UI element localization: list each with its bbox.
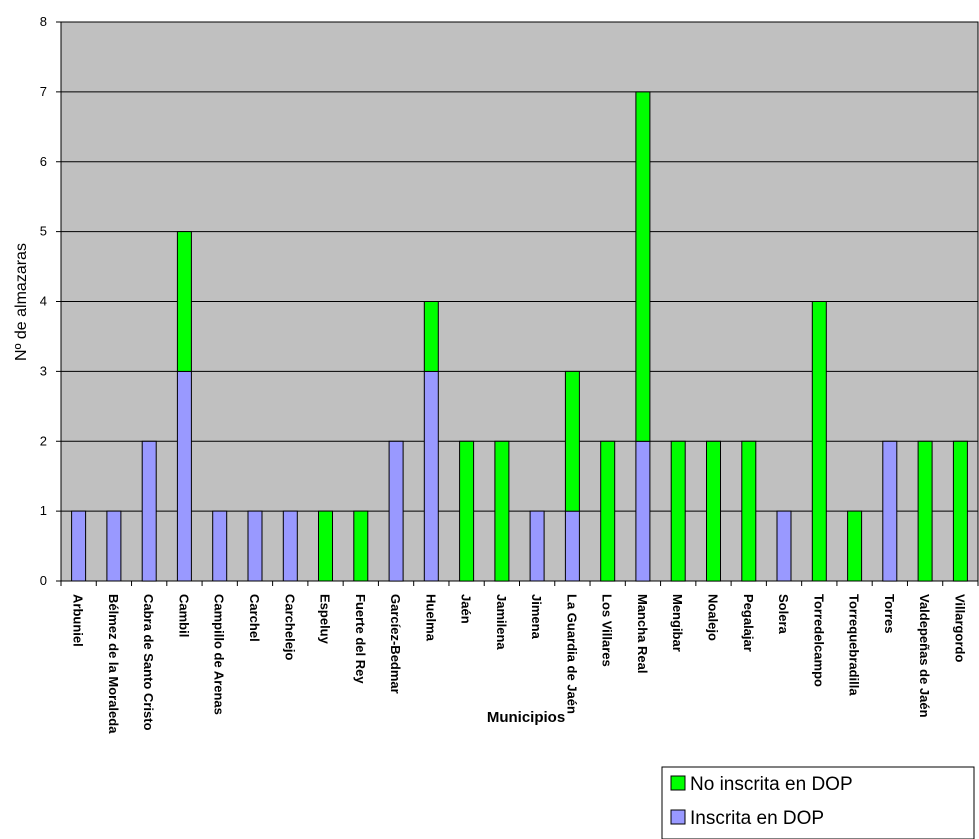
bar-no-inscrita — [564, 370, 580, 512]
y-tick-label: 0 — [40, 573, 47, 588]
y-tick-label: 1 — [40, 503, 47, 518]
bar-no-inscrita — [353, 510, 369, 582]
x-category-label: Villargordo — [952, 594, 967, 662]
x-category-label: Jimena — [529, 594, 544, 640]
bar-no-inscrita — [459, 440, 475, 582]
y-axis-ticks: 0 1 2 3 4 5 6 7 8 — [40, 14, 61, 588]
bar-no-inscrita — [423, 301, 439, 372]
bar-inscrita — [635, 440, 651, 582]
x-category-label: Fuerte del Rey — [353, 594, 368, 684]
bar-no-inscrita — [600, 440, 616, 582]
x-category-label: Arbuniel — [71, 594, 86, 647]
bar-no-inscrita — [741, 440, 757, 582]
y-tick-label: 2 — [40, 433, 47, 448]
x-category-label: Bélmez de la Moraleda — [106, 594, 121, 734]
x-category-label: Espeluy — [318, 594, 333, 645]
bar-no-inscrita — [811, 301, 827, 582]
legend-swatch-no-inscrita — [670, 775, 686, 791]
y-tick-label: 5 — [40, 224, 47, 239]
legend-swatch-inscrita — [670, 809, 686, 825]
bar-inscrita — [882, 440, 898, 582]
x-category-label: Torrequebradilla — [847, 594, 862, 696]
legend: No inscrita en DOP Inscrita en DOP — [661, 766, 975, 839]
bars — [71, 91, 968, 582]
legend-box — [661, 766, 975, 839]
bar-inscrita — [529, 510, 545, 582]
x-category-label: Mancha Real — [635, 594, 650, 673]
bar-inscrita — [282, 510, 298, 582]
bar-inscrita — [176, 370, 192, 582]
x-category-label: Carchel — [247, 594, 262, 642]
bar-inscrita — [564, 510, 580, 582]
x-axis-title: Municipios — [487, 709, 565, 726]
bar-no-inscrita — [847, 510, 863, 582]
bar-no-inscrita — [917, 440, 933, 582]
bar-inscrita — [106, 510, 122, 582]
y-axis-title: Nº de almazaras — [13, 243, 30, 361]
bar-no-inscrita — [635, 91, 651, 442]
x-category-label: Pegalajar — [741, 594, 756, 652]
y-tick-label: 4 — [40, 294, 47, 309]
bar-no-inscrita — [176, 231, 192, 372]
bar-no-inscrita — [706, 440, 721, 582]
y-tick-label: 7 — [40, 84, 47, 99]
x-category-label: Valdepeñas de Jaén — [917, 594, 932, 718]
x-category-label: La Guardia de Jaén — [564, 594, 579, 714]
x-category-label: Campillo de Arenas — [212, 594, 227, 715]
x-category-label: Noalejo — [706, 594, 721, 641]
y-tick-label: 3 — [40, 363, 47, 378]
x-category-label: Jamilena — [494, 594, 509, 650]
x-category-label: Mengibar — [670, 594, 685, 652]
x-category-label: Garcíez-Bedmar — [388, 594, 403, 694]
bar-no-inscrita — [952, 440, 968, 582]
x-category-label: Solera — [776, 594, 791, 635]
bar-inscrita — [423, 370, 439, 582]
bar-inscrita — [71, 510, 87, 582]
x-category-label: Cambil — [176, 594, 191, 637]
bar-inscrita — [247, 510, 263, 582]
bar-inscrita — [212, 510, 228, 582]
x-category-label: Jaén — [459, 594, 474, 624]
x-category-label: Torredelcampo — [811, 594, 826, 687]
x-category-label: Carchelejo — [282, 594, 297, 661]
x-axis-labels: Arbuniel Bélmez de la Moraleda Cabra de Sa… — [60, 581, 979, 734]
x-category-label: Los Villares — [600, 594, 615, 667]
x-category-label: Huelma — [423, 594, 438, 642]
y-tick-label: 6 — [40, 154, 47, 169]
bar-no-inscrita — [670, 440, 686, 582]
bar-no-inscrita — [318, 510, 333, 582]
x-category-label: Cabra de Santo Cristo — [141, 594, 156, 731]
legend-label-inscrita: Inscrita en DOP — [690, 808, 824, 829]
bar-inscrita — [776, 510, 792, 582]
legend-label-no-inscrita: No inscrita en DOP — [690, 774, 853, 795]
bar-inscrita — [141, 440, 157, 582]
bar-inscrita — [388, 440, 404, 582]
bar-no-inscrita — [494, 440, 510, 582]
x-category-label: Torres — [882, 594, 897, 634]
y-tick-label: 8 — [40, 14, 47, 29]
